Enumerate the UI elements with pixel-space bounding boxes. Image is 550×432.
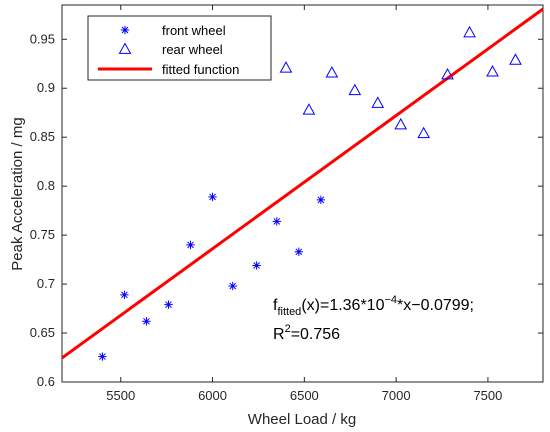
x-tick-label: 6000 — [198, 388, 227, 403]
r-squared-superscript: 2 — [285, 323, 291, 335]
front-wheel-point — [186, 240, 195, 250]
front-wheel-point — [120, 290, 129, 300]
y-tick-label: 0.65 — [30, 325, 55, 340]
y-axis-ticks: 0.6 0.65 0.7 0.75 0.8 0.85 0.9 0.95 — [30, 31, 543, 389]
fitted-function-line — [61, 7, 544, 360]
legend-label-rear-wheel: rear wheel — [162, 42, 223, 57]
x-tick-label: 5500 — [106, 388, 135, 403]
front-wheel-point — [272, 217, 281, 226]
rear-wheel-point — [394, 117, 408, 130]
y-tick-label: 0.75 — [30, 227, 55, 242]
front-wheel-point — [98, 352, 107, 361]
y-tick-label: 0.7 — [37, 276, 55, 291]
rear-wheel-point — [302, 103, 316, 115]
rear-wheel-point — [463, 25, 476, 38]
rear-wheel-point — [348, 83, 362, 96]
y-axis-label: Peak Acceleration / mg — [9, 117, 26, 270]
y-tick-label: 0.85 — [30, 129, 55, 144]
y-tick-label: 0.6 — [37, 374, 55, 389]
fit-equation: ffitted(x)=1.36*10−4*x−0.0799; — [273, 294, 474, 318]
rear-wheel-point — [325, 66, 339, 78]
r-squared: R2=0.756 — [273, 323, 340, 343]
front-wheel-point — [164, 300, 173, 309]
fit-equation-f: f — [273, 297, 278, 314]
rear-wheel-point — [279, 61, 293, 73]
y-tick-label: 0.95 — [30, 31, 55, 46]
data-points-layer — [98, 25, 522, 361]
rear-wheel-point — [417, 126, 431, 139]
y-tick-label: 0.8 — [37, 178, 55, 193]
rear-wheel-point — [486, 65, 499, 77]
fit-equation-subscript: fitted — [277, 306, 301, 318]
front-wheel-point — [252, 261, 261, 270]
fit-equation-body: (x)=1.36*10 — [301, 297, 384, 314]
rear-wheel-point — [509, 53, 522, 65]
r-squared-r: R — [273, 326, 285, 343]
front-wheel-point — [228, 281, 237, 291]
fit-equation-exponent: −4 — [384, 294, 397, 306]
x-tick-label: 7500 — [473, 388, 502, 403]
front-wheel-point — [142, 317, 151, 326]
legend-label-fitted-function: fitted function — [162, 62, 239, 77]
front-wheel-point — [316, 195, 326, 205]
fitted-line-layer — [61, 7, 544, 360]
legend-marker-rear-wheel — [118, 42, 132, 54]
front-wheel-point — [208, 192, 217, 202]
x-tick-label: 7000 — [382, 388, 411, 403]
rear-wheel-point — [371, 96, 385, 108]
legend-marker-front-wheel — [120, 25, 130, 35]
legend-triangle-icon — [118, 42, 132, 54]
rear-wheel-point — [441, 67, 454, 80]
x-axis-ticks: 5500 6000 6500 7000 7500 — [106, 5, 502, 403]
r-squared-value: =0.756 — [291, 326, 340, 343]
y-tick-label: 0.9 — [37, 80, 55, 95]
legend-asterisk-icon — [120, 25, 130, 35]
fit-equation-tail: *x−0.0799; — [397, 297, 474, 314]
legend: front wheel rear wheel fitted function — [87, 15, 272, 81]
x-axis-label: Wheel Load / kg — [248, 411, 356, 428]
front-wheel-point — [294, 247, 304, 256]
legend-label-front-wheel: front wheel — [162, 23, 226, 38]
x-tick-label: 6500 — [290, 388, 319, 403]
